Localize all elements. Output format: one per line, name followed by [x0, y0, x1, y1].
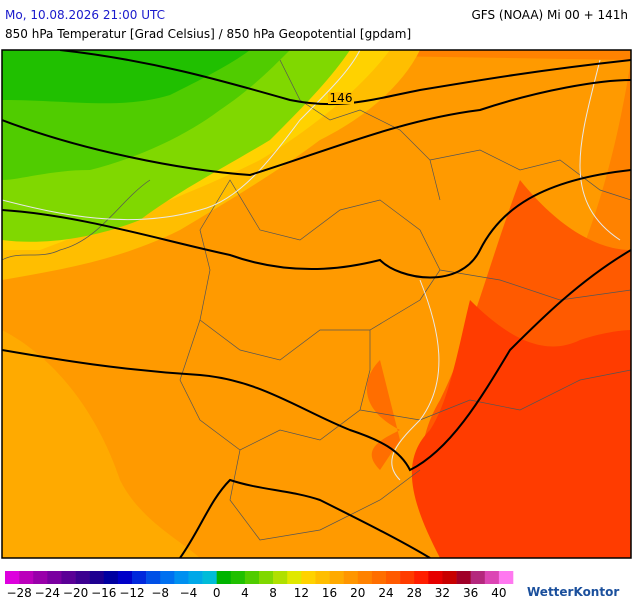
legend-label: −8 [151, 586, 169, 600]
legend-label: 4 [241, 586, 249, 600]
legend-label: 12 [294, 586, 309, 600]
legend-swatch [315, 571, 330, 584]
legend-label: −28 [6, 586, 31, 600]
legend-swatch [386, 571, 401, 584]
legend-label: 24 [378, 586, 393, 600]
legend-swatch [259, 571, 274, 584]
legend-swatch [442, 571, 457, 584]
legend-swatch [371, 571, 387, 584]
legend-label: 28 [407, 586, 422, 600]
contour-label-bg [328, 92, 354, 104]
brand: WetterKontor [527, 585, 619, 599]
legend-swatch [216, 571, 232, 584]
legend-label: 16 [322, 586, 337, 600]
color-legend: −28 −24 −20 −16 −12 −8 −4 0 4 8 12 16 20 24 28 32 36 40 [5, 571, 514, 600]
legend-swatch [132, 571, 147, 584]
legend-swatch [103, 571, 119, 584]
legend-swatch [400, 571, 415, 584]
legend-swatch [230, 571, 246, 584]
legend-swatch [484, 571, 500, 584]
legend-label: 0 [213, 586, 221, 600]
map: 146 [1, 49, 632, 559]
legend-swatch [160, 571, 175, 584]
legend-swatch [75, 571, 90, 584]
legend-label: 40 [491, 586, 506, 600]
legend-swatch [498, 571, 514, 584]
legend-swatch [47, 571, 62, 584]
legend-swatch [470, 571, 486, 584]
legend-label: −20 [63, 586, 88, 600]
legend-swatch [329, 571, 344, 584]
legend-swatch [33, 571, 48, 584]
legend-swatch [202, 571, 217, 584]
title-left: Mo, 10.08.2026 21:00 UTC [5, 8, 165, 22]
legend-swatch [244, 571, 260, 584]
legend-swatch [456, 571, 471, 584]
title-right: GFS (NOAA) Mi 00 + 141h [471, 8, 628, 22]
legend-swatch [273, 571, 288, 584]
legend-label: 8 [269, 586, 277, 600]
legend-swatch [428, 571, 443, 584]
contour-label: 146 [330, 91, 353, 105]
legend-label: −4 [180, 586, 198, 600]
legend-label: −16 [91, 586, 116, 600]
legend-swatch [343, 571, 359, 584]
legend-swatch [174, 571, 189, 584]
legend-swatch [414, 571, 429, 584]
legend-label: −12 [119, 586, 144, 600]
legend-swatch [146, 571, 161, 584]
legend-label: 32 [435, 586, 450, 600]
legend-swatch [5, 571, 20, 584]
legend-swatch [61, 571, 76, 584]
legend-swatch [188, 571, 203, 584]
legend-swatch [117, 571, 133, 584]
legend-label: −24 [35, 586, 60, 600]
legend-swatch [357, 571, 373, 584]
subtitle: 850 hPa Temperatur [Grad Celsius] / 850 … [5, 27, 411, 41]
legend-label: 20 [350, 586, 365, 600]
legend-swatch [19, 571, 34, 584]
legend-swatch [89, 571, 105, 584]
legend-label: 36 [463, 586, 478, 600]
legend-swatch [287, 571, 302, 584]
legend-swatch [301, 571, 316, 584]
